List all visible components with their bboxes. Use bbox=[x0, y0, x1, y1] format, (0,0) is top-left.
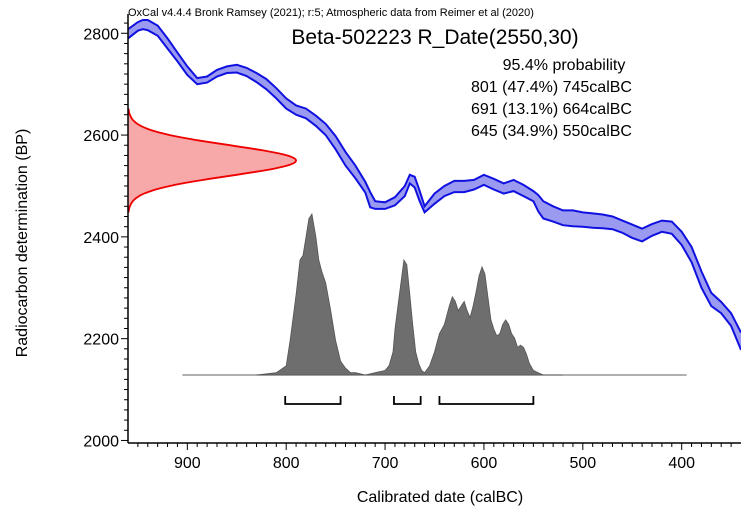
radiocarbon-outline bbox=[127, 108, 298, 213]
posterior-distribution bbox=[182, 212, 687, 376]
x-tick-label: 900 bbox=[174, 455, 201, 472]
plot-area bbox=[127, 19, 741, 405]
y-axis-label: Radiocarbon determination (BP) bbox=[14, 129, 31, 358]
probability-range-text: 691 (13.1%) 664calBC bbox=[471, 101, 632, 118]
x-tick-label: 600 bbox=[471, 455, 498, 472]
radiocarbon-distribution bbox=[127, 108, 298, 213]
x-tick-label: 500 bbox=[569, 455, 596, 472]
x-tick-label: 400 bbox=[668, 455, 695, 472]
y-tick-label: 2000 bbox=[83, 433, 119, 450]
x-tick-label: 800 bbox=[273, 455, 300, 472]
range-bars bbox=[284, 396, 535, 405]
axes: 2000 2200 2400 2600 2800 900 800 700 600 500 400 bbox=[83, 14, 741, 472]
radiocarbon-fill bbox=[128, 108, 297, 213]
y-tick-label: 2200 bbox=[83, 332, 119, 349]
calibration-upper-line bbox=[128, 19, 741, 334]
range-bar bbox=[393, 396, 422, 405]
posterior-area bbox=[256, 212, 563, 376]
range-bar bbox=[284, 396, 342, 405]
y-tick-label: 2800 bbox=[83, 26, 119, 43]
x-axis-label: Calibrated date (calBC) bbox=[357, 489, 523, 506]
y-tick-label: 2400 bbox=[83, 230, 119, 247]
x-tick-label: 700 bbox=[372, 455, 399, 472]
probability-label: 95.4% probability bbox=[503, 57, 626, 74]
calibration-lower-line bbox=[128, 28, 741, 351]
probability-range-text: 645 (34.9%) 550calBC bbox=[471, 123, 632, 140]
range-bar bbox=[438, 396, 535, 405]
probability-ranges: 801 (47.4%) 745calBC 691 (13.1%) 664calBC… bbox=[471, 79, 632, 140]
calibration-curve bbox=[128, 19, 741, 351]
y-tick-label: 2600 bbox=[83, 128, 119, 145]
chart-title: Beta-502223 R_Date(2550,30) bbox=[291, 26, 578, 49]
software-credit: OxCal v4.4.4 Bronk Ramsey (2021); r:5; A… bbox=[128, 7, 534, 19]
probability-range-text: 801 (47.4%) 745calBC bbox=[471, 79, 632, 96]
